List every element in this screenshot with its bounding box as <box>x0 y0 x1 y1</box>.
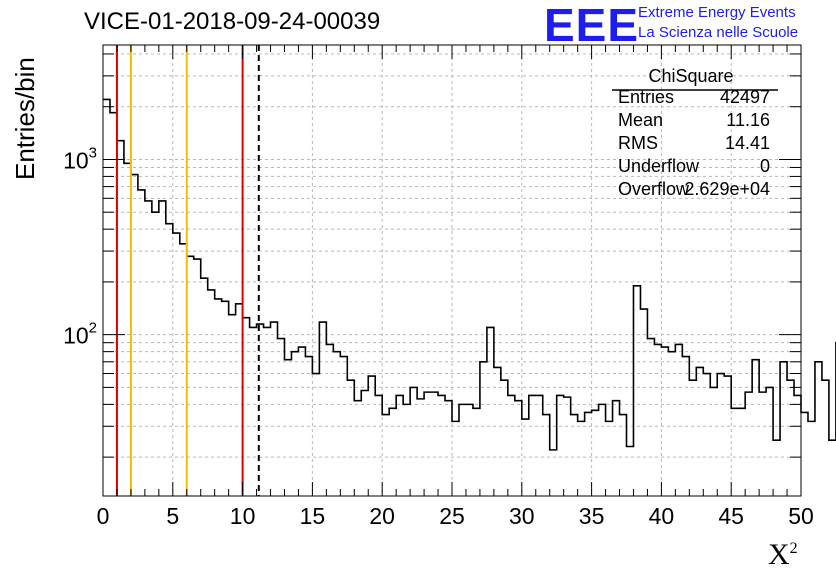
stats-label: RMS <box>618 133 658 153</box>
x-tick-label: 5 <box>166 503 179 529</box>
stats-box: ChiSquare Entries 42497 Mean 11.16 RMS 14.41 U… <box>612 66 778 202</box>
threshold-lines <box>115 45 260 496</box>
stats-label: Overflow <box>618 179 690 199</box>
x-tick-label: 35 <box>579 503 605 529</box>
x-tick-label: 50 <box>788 503 814 529</box>
x-tick-label: 45 <box>718 503 744 529</box>
stats-label: Entries <box>618 87 675 107</box>
x-tick-label: 10 <box>230 503 256 529</box>
x-tick-label: 20 <box>369 503 395 529</box>
stats-row: Entries 42497 <box>612 87 778 110</box>
histogram-series <box>103 98 836 451</box>
stats-row: RMS 14.41 <box>612 133 778 156</box>
x-tick-label: 30 <box>509 503 535 529</box>
stats-label: Mean <box>618 110 664 130</box>
y-tick-label: 103 <box>63 144 97 173</box>
stats-value: 2.629e+04 <box>684 179 770 199</box>
y-axis-label: Entries/bin <box>10 57 40 180</box>
logo-line-1: Extreme Energy Events <box>638 4 796 21</box>
stats-label: Underflow <box>618 156 700 176</box>
x-axis-label: X2 <box>768 538 798 571</box>
stats-row: Overflow 2.629e+04 <box>612 179 778 202</box>
stats-value: 14.41 <box>724 133 770 153</box>
stats-value: 42497 <box>719 87 770 107</box>
stats-value: 11.16 <box>726 110 770 130</box>
stats-row: Underflow 0 <box>612 156 778 179</box>
x-tick-label: 25 <box>439 503 465 529</box>
x-tick-label: 15 <box>300 503 326 529</box>
y-tick-label: 102 <box>63 320 97 349</box>
x-tick-label: 40 <box>649 503 675 529</box>
x-tick-label: 0 <box>97 503 110 529</box>
stats-row: Mean 11.16 <box>612 110 778 133</box>
axis-ticks: 0 5 10 15 20 25 30 35 40 45 50 102 103 <box>63 45 814 529</box>
logo-line-2: La Scienza nelle Scuole <box>638 24 799 41</box>
stats-title: ChiSquare <box>648 66 734 86</box>
chart-title: VICE-01-2018-09-24-00039 <box>84 8 381 35</box>
stats-value: 0 <box>759 156 770 176</box>
histogram-line <box>103 98 836 451</box>
eee-logo: EEE <box>544 0 640 51</box>
